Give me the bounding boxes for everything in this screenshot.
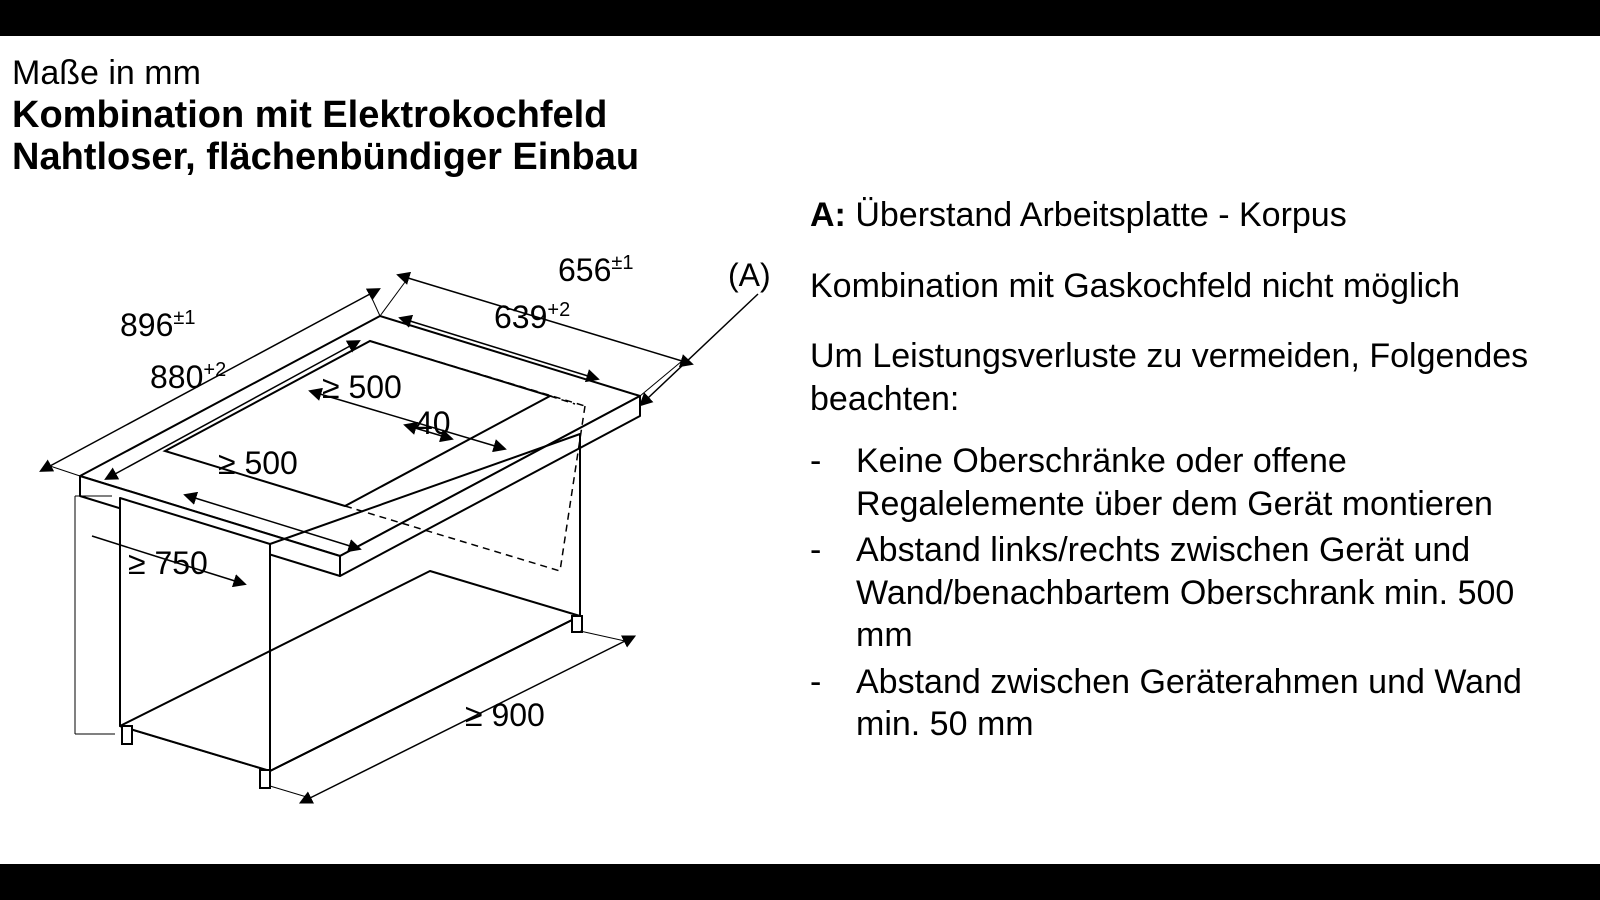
dim-outer-width: 896 — [120, 307, 173, 343]
dim-clear-right: ≥ 500 — [322, 369, 402, 405]
dim-cutout-depth: 639 — [494, 299, 547, 335]
title-line-2: Nahtloser, flächenbündiger Einbau — [12, 136, 639, 179]
svg-text:639+2: 639+2 — [494, 299, 570, 335]
dim-clear-left: ≥ 500 — [218, 445, 298, 481]
note-a: A: Überstand Arbeitsplatte - Korpus — [810, 194, 1550, 237]
svg-text:896±1: 896±1 — [120, 307, 196, 343]
bullet-item: -Abstand zwischen Geräterahmen und Wand … — [810, 661, 1550, 746]
dim-cab-height: ≥ 750 — [128, 545, 208, 581]
dim-cab-width: ≥ 900 — [465, 697, 545, 733]
page: Maße in mm Kombination mit Elektrokochfe… — [0, 36, 1600, 864]
note-bullets: -Keine Oberschränke oder offene Regalele… — [810, 440, 1550, 746]
ref-a-callout: (A) — [728, 257, 771, 293]
dim-cutout-width: 880 — [150, 359, 203, 395]
note-a-text: Überstand Arbeitsplatte - Korpus — [855, 196, 1346, 234]
installation-diagram: 896±1 880+2 656±1 639+2 (A) ≥ 500 40 ≥ 5… — [20, 186, 780, 806]
notes-panel: A: Überstand Arbeitsplatte - Korpus Komb… — [810, 194, 1550, 750]
bullet-item: -Keine Oberschränke oder offene Regalele… — [810, 440, 1550, 525]
dim-gap-40: 40 — [415, 405, 451, 441]
title-line-1: Kombination mit Elektrokochfeld — [12, 94, 607, 137]
svg-text:656±1: 656±1 — [558, 252, 634, 288]
note-gas: Kombination mit Gaskochfeld nicht möglic… — [810, 265, 1550, 308]
note-intro: Um Leistungsverluste zu vermeiden, Folge… — [810, 335, 1550, 420]
bullet-item: -Abstand links/rechts zwischen Gerät und… — [810, 529, 1550, 657]
note-a-label: A: — [810, 196, 846, 234]
dim-outer-depth: 656 — [558, 252, 611, 288]
svg-text:880+2: 880+2 — [150, 359, 226, 395]
units-heading: Maße in mm — [12, 54, 201, 93]
